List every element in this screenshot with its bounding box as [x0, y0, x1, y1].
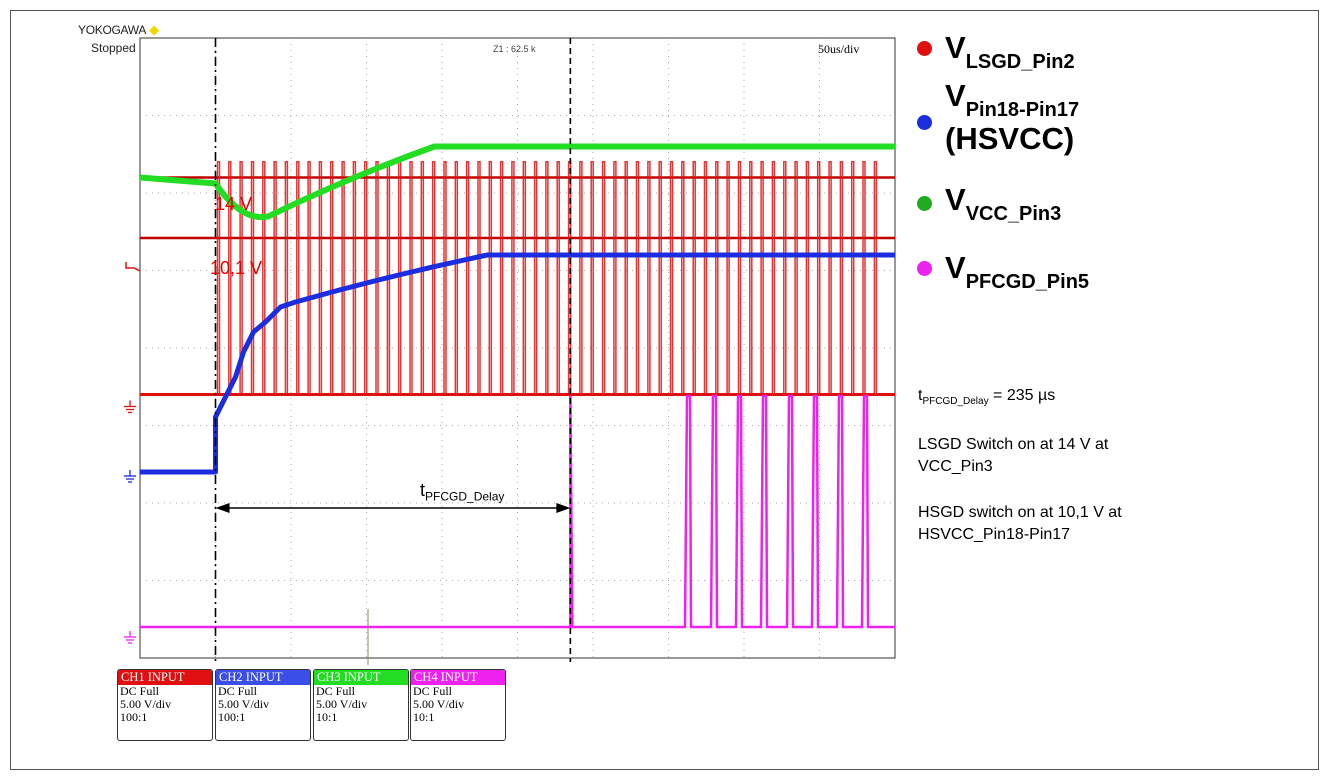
delay-note: tPFCGD_Delay = 235 µs: [918, 387, 1056, 408]
trace-ch3-vcc: [139, 143, 895, 221]
channel-header: CH1 INPUT: [118, 670, 212, 685]
level-label-14v: 14 V: [215, 194, 253, 214]
channel-coupling: DC Full: [218, 684, 258, 698]
grid: [139, 37, 896, 659]
brand-logo: YOKOGAWA ◆: [78, 22, 159, 37]
channel-coupling: DC Full: [413, 684, 453, 698]
trigger-level-marker: [125, 261, 141, 272]
channel-header: CH2 INPUT: [216, 670, 310, 685]
channel-probe: 100:1: [218, 710, 246, 724]
hsgd-note: HSGD switch on at 10,1 V at HSVCC_Pin18-P…: [918, 504, 1122, 543]
channel-box-ch2: CH2 INPUT DC Full 5.00 V/div 100:1: [215, 669, 311, 741]
channel-scale: 5.00 V/div: [218, 697, 270, 711]
figure-frame: [10, 10, 1319, 770]
channel-scale: 5.00 V/div: [413, 697, 465, 711]
channel-probe: 10:1: [413, 710, 435, 724]
zoom-readout: Z1 : 62.5 k: [493, 44, 536, 54]
delay-arrow: [215, 503, 571, 513]
level-label-10v: 10,1 V: [210, 258, 263, 278]
delay-arrow-head-left: [215, 503, 230, 513]
legend-dot-green: [917, 196, 932, 211]
channel-header: CH4 INPUT: [411, 670, 505, 685]
lsgd-note: LSGD Switch on at 14 V at VCC_Pin3: [918, 436, 1109, 475]
channel-box-ch4: CH4 INPUT DC Full 5.00 V/div 10:1: [410, 669, 506, 741]
legend-pfcgd: VPFCGD_Pin5: [945, 250, 1090, 293]
channel-probe: 10:1: [316, 710, 338, 724]
time-per-div: 50us/div: [818, 42, 860, 56]
legend-dot-magenta: [917, 261, 932, 276]
diamond-icon: ◆: [149, 22, 159, 37]
channel-scale: 5.00 V/div: [316, 697, 368, 711]
channel-coupling: DC Full: [316, 684, 356, 698]
ground-markers: [124, 261, 141, 644]
channel-scale: 5.00 V/div: [120, 697, 172, 711]
legend-vcc: VVCC_Pin3: [945, 182, 1062, 225]
channel-probe: 100:1: [120, 710, 148, 724]
trace-ch4-pfcgd: [140, 394, 895, 629]
legend-hsvcc-extra: (HSVCC): [945, 121, 1075, 156]
legend-lsgd: VLSGD_Pin2: [945, 30, 1075, 73]
channel-box-ch3: CH3 INPUT DC Full 5.00 V/div 10:1: [313, 669, 409, 741]
channel-coupling: DC Full: [120, 684, 160, 698]
legend-hsvcc: VPin18-Pin17: [945, 78, 1080, 121]
threshold-lines: [140, 176, 895, 240]
channel-box-ch1: CH1 INPUT DC Full 5.00 V/div 100:1: [117, 669, 213, 741]
trace-ch2-hsvcc: [140, 252, 895, 475]
channel-header: CH3 INPUT: [314, 670, 408, 685]
trace-ch1-lsgd: [140, 161, 895, 396]
acquisition-status: Stopped: [91, 41, 136, 55]
delay-arrow-head-right: [556, 503, 571, 513]
delay-label: tPFCGD_Delay: [420, 480, 505, 504]
cursor-lines: [214, 38, 572, 662]
traces: [139, 143, 895, 665]
legend-dot-red: [917, 41, 932, 56]
legend-dot-blue: [917, 115, 932, 130]
